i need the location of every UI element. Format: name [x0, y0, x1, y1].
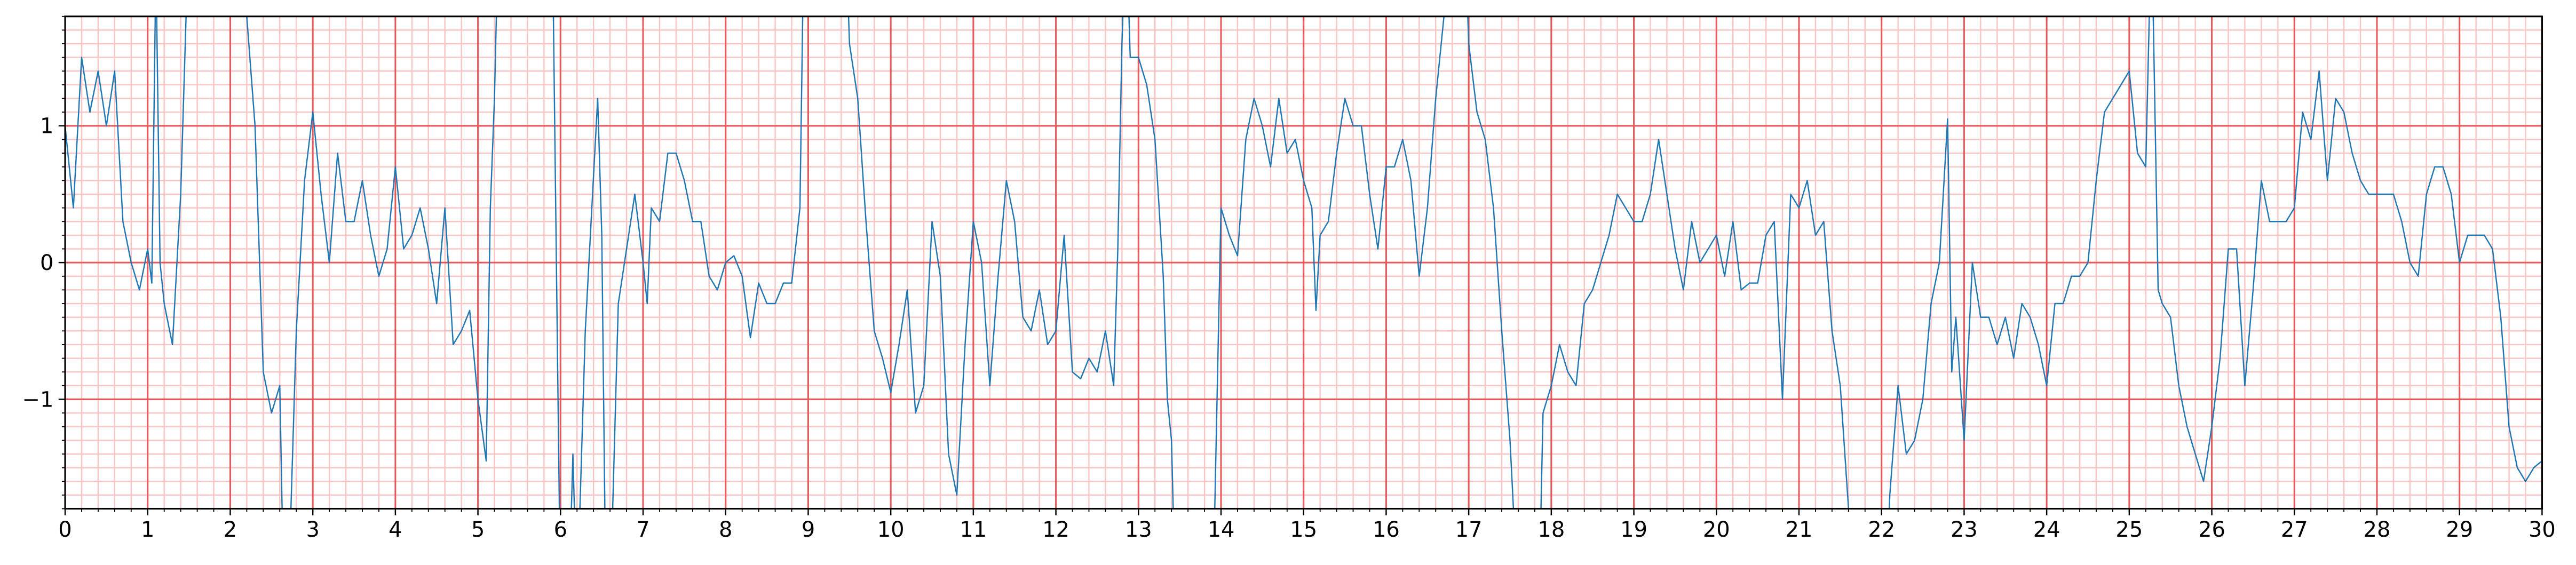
x-tick-label: 12 [1042, 518, 1069, 542]
x-tick-label: 4 [389, 518, 402, 542]
y-tick-label: −1 [22, 387, 54, 412]
x-tick-label: 14 [1208, 518, 1235, 542]
x-tick-label: 25 [2115, 518, 2143, 542]
x-tick-label: 22 [1868, 518, 1895, 542]
x-tick-label: 21 [1786, 518, 1813, 542]
x-tick-label: 10 [877, 518, 905, 542]
x-tick-label: 0 [58, 518, 72, 542]
x-tick-label: 27 [2281, 518, 2308, 542]
x-tick-label: 17 [1455, 518, 1483, 542]
x-tick-label: 20 [1703, 518, 1730, 542]
x-tick-label: 28 [2364, 518, 2391, 542]
x-tick-label: 8 [719, 518, 732, 542]
x-tick-label: 18 [1537, 518, 1565, 542]
y-tick-label: 0 [40, 251, 53, 275]
x-tick-label: 23 [1951, 518, 1978, 542]
x-tick-label: 7 [636, 518, 649, 542]
y-tick-label: 1 [40, 114, 53, 139]
x-tick-label: 16 [1373, 518, 1400, 542]
x-tick-label: 5 [471, 518, 485, 542]
x-tick-label: 1 [141, 518, 154, 542]
x-tick-label: 29 [2446, 518, 2473, 542]
x-tick-label: 30 [2529, 518, 2556, 542]
x-tick-label: 24 [2033, 518, 2060, 542]
x-tick-label: 13 [1125, 518, 1152, 542]
x-tick-label: 6 [554, 518, 567, 542]
x-tick-label: 19 [1620, 518, 1647, 542]
ticks: 0 1 2 3 4 5 6 7 8 9 10 11 12 13 14 15 16 17 18 19 20 21 22 23 24… [22, 15, 2556, 542]
x-tick-label: 15 [1290, 518, 1317, 542]
plot-area [65, 16, 2542, 509]
x-tick-label: 9 [802, 518, 815, 542]
signal-line [65, 16, 2542, 509]
x-tick-label: 2 [224, 518, 237, 542]
x-tick-label: 26 [2198, 518, 2225, 542]
x-tick-label: 3 [306, 518, 319, 542]
x-tick-label: 11 [960, 518, 987, 542]
